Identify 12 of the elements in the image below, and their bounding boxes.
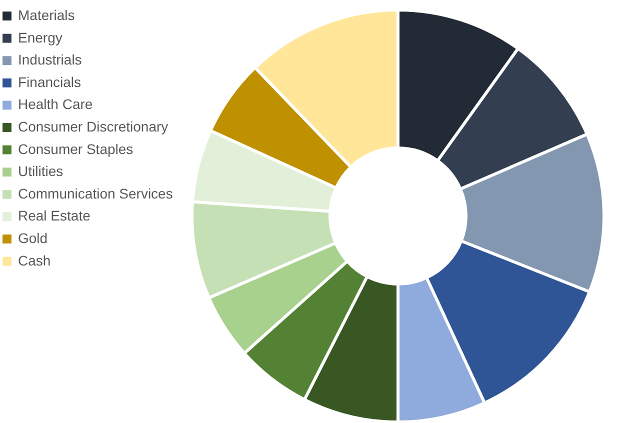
legend-label: Industrials: [18, 52, 82, 68]
legend-label: Energy: [18, 29, 62, 46]
legend-label: Health Care: [18, 96, 93, 112]
legend-label: Utilities: [18, 163, 64, 180]
legend-label: Materials: [18, 7, 75, 23]
legend-label: Gold: [18, 230, 48, 246]
legend-label: Consumer Staples: [18, 140, 134, 157]
legend-label: Consumer Discretionary: [18, 118, 168, 134]
legend-label: Communication Services: [18, 185, 173, 202]
legend-label: Financials: [18, 74, 82, 90]
legend-label: Cash: [18, 252, 51, 268]
legend-label: Real Estate: [18, 208, 91, 224]
